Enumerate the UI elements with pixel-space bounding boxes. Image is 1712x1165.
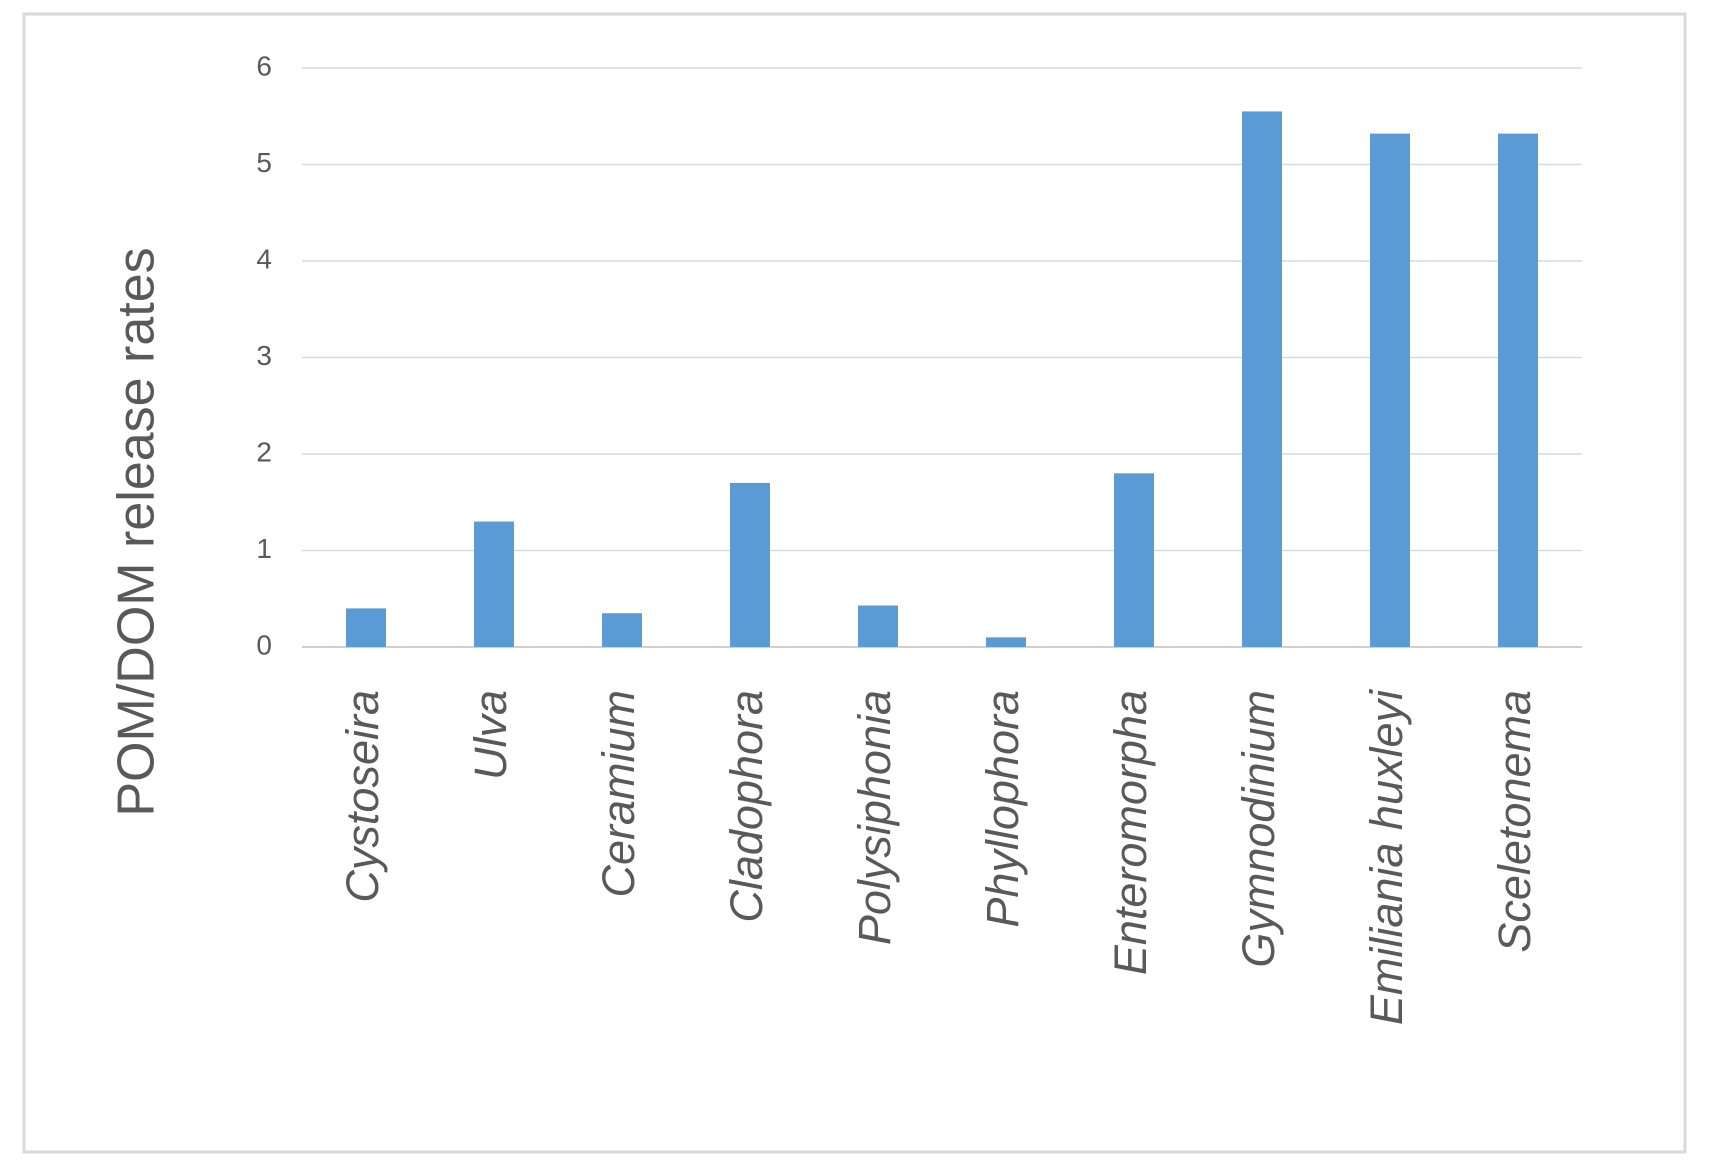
x-tick-label: Ceramium	[593, 690, 644, 898]
x-tick-label: Enteromorpha	[1105, 690, 1156, 975]
y-tick-label: 5	[256, 147, 272, 178]
bar	[1114, 473, 1154, 647]
y-tick-label: 2	[256, 436, 272, 467]
bar	[1498, 133, 1538, 647]
x-tick-label: Cladophora	[721, 690, 772, 923]
x-tick-label: Gymnodinium	[1233, 690, 1284, 968]
chart-frame	[22, 12, 1687, 1154]
x-tick-label: Cystoseira	[337, 690, 388, 903]
bar	[730, 482, 770, 647]
x-tick-label: Emiliania huxleyi	[1361, 688, 1412, 1025]
x-tick-label: Sceletonema	[1489, 690, 1540, 953]
bar	[986, 637, 1026, 647]
y-tick-label: 6	[256, 50, 272, 81]
y-tick-label: 4	[256, 243, 272, 274]
bar	[346, 608, 386, 647]
bar	[1370, 133, 1410, 647]
y-axis-title: POM/DOM release rates	[108, 247, 166, 816]
y-tick-label: 1	[256, 533, 272, 564]
bar	[858, 605, 898, 647]
y-tick-label: 0	[256, 629, 272, 660]
y-tick-label: 3	[256, 340, 272, 371]
x-tick-label: Phyllophora	[977, 690, 1028, 928]
bar	[602, 613, 642, 647]
x-tick-label: Ulva	[465, 690, 516, 780]
bar	[474, 521, 514, 647]
x-tick-label: Polysiphonia	[849, 690, 900, 945]
bar	[1242, 111, 1282, 648]
